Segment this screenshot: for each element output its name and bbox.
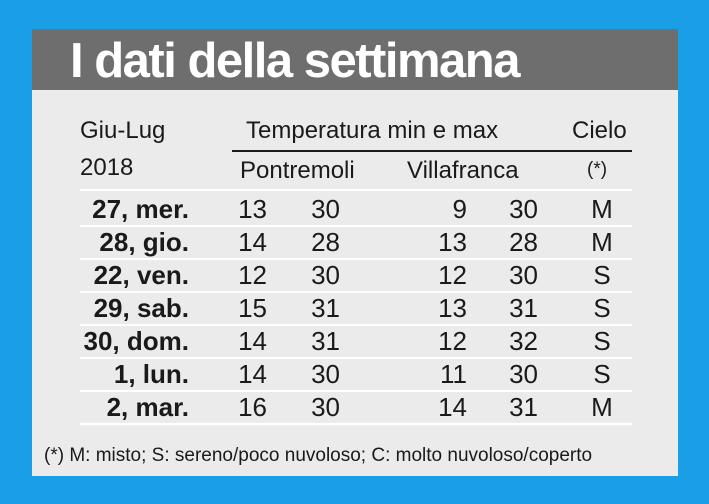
- year-label: 2018: [80, 154, 134, 181]
- villafranca-min: 14: [438, 392, 467, 422]
- villafranca-max: 30: [509, 194, 538, 224]
- table-row: 22, ven. 12 30 12 30 S: [32, 259, 678, 292]
- sky-value: S: [593, 260, 611, 290]
- table-row: 28, gio. 14 28 13 28 M: [32, 226, 678, 259]
- city-pontremoli: Pontremoli: [240, 157, 355, 184]
- temperature-header: Temperatura min e max: [246, 117, 499, 144]
- row-divider: [80, 357, 632, 359]
- city-villafranca: Villafranca: [407, 157, 519, 184]
- villafranca-max: 32: [509, 326, 538, 356]
- pontremoli-min: 15: [238, 293, 267, 323]
- footnote: (*) M: misto; S: sereno/poco nuvoloso; C…: [44, 445, 593, 466]
- villafranca-min: 13: [438, 227, 467, 257]
- villafranca-min: 9: [452, 194, 467, 224]
- villafranca-min: 11: [440, 359, 467, 389]
- row-date: 30, dom.: [83, 326, 189, 356]
- pontremoli-min: 14: [238, 227, 267, 257]
- pontremoli-max: 30: [311, 194, 340, 224]
- row-divider: [80, 423, 632, 425]
- pontremoli-max: 30: [311, 392, 340, 422]
- sky-value: M: [591, 392, 613, 422]
- row-date: 22, ven.: [93, 260, 189, 290]
- row-divider: [80, 390, 632, 392]
- row-divider: [80, 291, 632, 293]
- title-bar: I dati della settimana: [32, 29, 678, 90]
- table-row: 1, lun. 14 30 11 30 S: [32, 358, 678, 391]
- villafranca-max: 31: [509, 392, 538, 422]
- villafranca-max: 30: [509, 359, 538, 389]
- pontremoli-max: 30: [311, 260, 340, 290]
- table-row: 27, mer. 13 30 9 30 M: [32, 193, 678, 226]
- pontremoli-max: 28: [311, 227, 340, 257]
- sky-note-mark: (*): [587, 159, 608, 180]
- row-divider: [80, 258, 632, 260]
- pontremoli-max: 31: [311, 293, 340, 323]
- pontremoli-min: 14: [238, 359, 267, 389]
- sky-header: Cielo: [572, 117, 627, 144]
- pontremoli-min: 16: [238, 392, 267, 422]
- villafranca-max: 30: [509, 260, 538, 290]
- row-date: 1, lun.: [113, 359, 189, 389]
- table-row: 29, sab. 15 31 13 31 S: [32, 292, 678, 325]
- row-date: 28, gio.: [99, 227, 189, 257]
- pontremoli-max: 31: [311, 326, 340, 356]
- header-divider: [232, 150, 632, 152]
- table-row: 2, mar. 16 30 14 31 M: [32, 391, 678, 424]
- villafranca-max: 28: [509, 227, 538, 257]
- row-date: 2, mar.: [106, 392, 189, 422]
- period-header: Giu-Lug: [80, 117, 166, 144]
- pontremoli-min: 12: [238, 260, 267, 290]
- row-divider: [80, 324, 632, 326]
- table-row: 30, dom. 14 31 12 32 S: [32, 325, 678, 358]
- row-date: 29, sab.: [93, 293, 189, 323]
- row-date: 27, mer.: [92, 194, 189, 224]
- pontremoli-min: 13: [238, 194, 267, 224]
- villafranca-min: 13: [438, 293, 467, 323]
- weather-card: I dati della settimana Giu-Lug Temperatu…: [32, 29, 678, 476]
- pontremoli-max: 30: [311, 359, 340, 389]
- table-top-rule: [80, 189, 632, 191]
- villafranca-max: 31: [509, 293, 538, 323]
- sky-value: M: [591, 194, 613, 224]
- pontremoli-min: 14: [238, 326, 267, 356]
- villafranca-min: 12: [438, 260, 467, 290]
- page-title: I dati della settimana: [70, 34, 521, 88]
- sky-value: S: [593, 326, 611, 356]
- row-divider: [80, 225, 632, 227]
- sky-value: M: [591, 227, 613, 257]
- sky-value: S: [593, 293, 611, 323]
- sky-value: S: [593, 359, 611, 389]
- villafranca-min: 12: [438, 326, 467, 356]
